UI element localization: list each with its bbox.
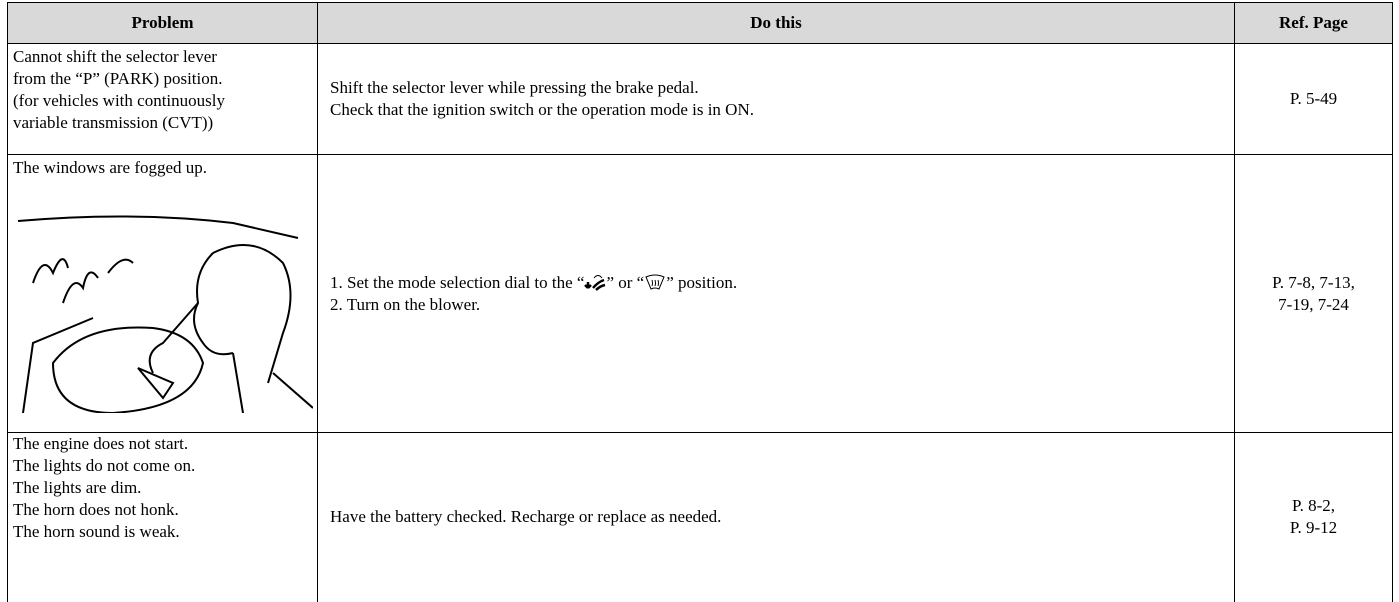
- illustration: [17, 215, 313, 413]
- text-line: (for vehicles with continuously: [13, 91, 225, 110]
- text-line: 2. Turn on the blower.: [330, 294, 481, 314]
- text: 1. Set the mode selection dial to the “: [330, 272, 585, 292]
- text-line: The windows are fogged up.: [13, 158, 208, 177]
- text-line: Cannot shift the selector lever: [13, 47, 217, 66]
- text-line: The engine does not start.: [13, 434, 189, 453]
- text-line: P. 9-12: [1289, 518, 1338, 538]
- action-cell: Have the battery checked. Recharge or re…: [317, 432, 1235, 602]
- text-line: 7-19, 7-24: [1278, 294, 1349, 314]
- header-cell: Problem: [7, 2, 318, 44]
- text-line: The horn does not honk.: [13, 500, 179, 519]
- header-cell: Ref. Page: [1234, 2, 1393, 44]
- text-line: 1. Set the mode selection dial to the “ ”…: [330, 272, 1229, 294]
- header-cell: Do this: [317, 2, 1235, 44]
- text-line: P. 5-49: [1289, 89, 1338, 108]
- text-line: variable transmission (CVT)): [13, 113, 214, 132]
- text: ” or “: [606, 272, 645, 292]
- row: Cannot shift the selector lever from the…: [7, 43, 1393, 155]
- text-line: Check that the ignition switch or the op…: [330, 100, 754, 119]
- row: The engine does not start. The lights do…: [7, 432, 1393, 602]
- text-line: The lights are dim.: [13, 478, 142, 497]
- text-line: P. 8-2,: [1292, 496, 1335, 516]
- text-line: The lights do not come on.: [13, 456, 196, 475]
- troubleshooting-table: Problem Do this Ref. Page Cannot shift t…: [7, 2, 1393, 602]
- row: The windows are fogged up. 1. Set the mo…: [7, 154, 1393, 433]
- header-row: Problem Do this Ref. Page: [7, 2, 1393, 44]
- problem-cell: The windows are fogged up.: [7, 154, 318, 433]
- defrost-floor-icon: [584, 274, 606, 291]
- text-line: Have the battery checked. Recharge or re…: [330, 507, 722, 527]
- text-line: from the “P” (PARK) position.: [13, 69, 223, 88]
- defrost-icon: [645, 274, 665, 290]
- text-line: The horn sound is weak.: [13, 522, 180, 541]
- text: ” position.: [666, 272, 738, 292]
- text-line: P. 7-8, 7-13,: [1272, 272, 1355, 292]
- ref-cell: P. 5-49: [1234, 43, 1393, 155]
- problem-cell: Cannot shift the selector lever from the…: [7, 43, 318, 155]
- action-cell: Shift the selector lever while pressing …: [317, 43, 1235, 155]
- action-cell: 1. Set the mode selection dial to the “ ”…: [317, 154, 1235, 433]
- ref-cell: P. 8-2, P. 9-12: [1234, 432, 1393, 602]
- problem-cell: The engine does not start. The lights do…: [7, 432, 318, 602]
- text-line: Shift the selector lever while pressing …: [330, 78, 699, 97]
- ref-cell: P. 7-8, 7-13, 7-19, 7-24: [1234, 154, 1393, 433]
